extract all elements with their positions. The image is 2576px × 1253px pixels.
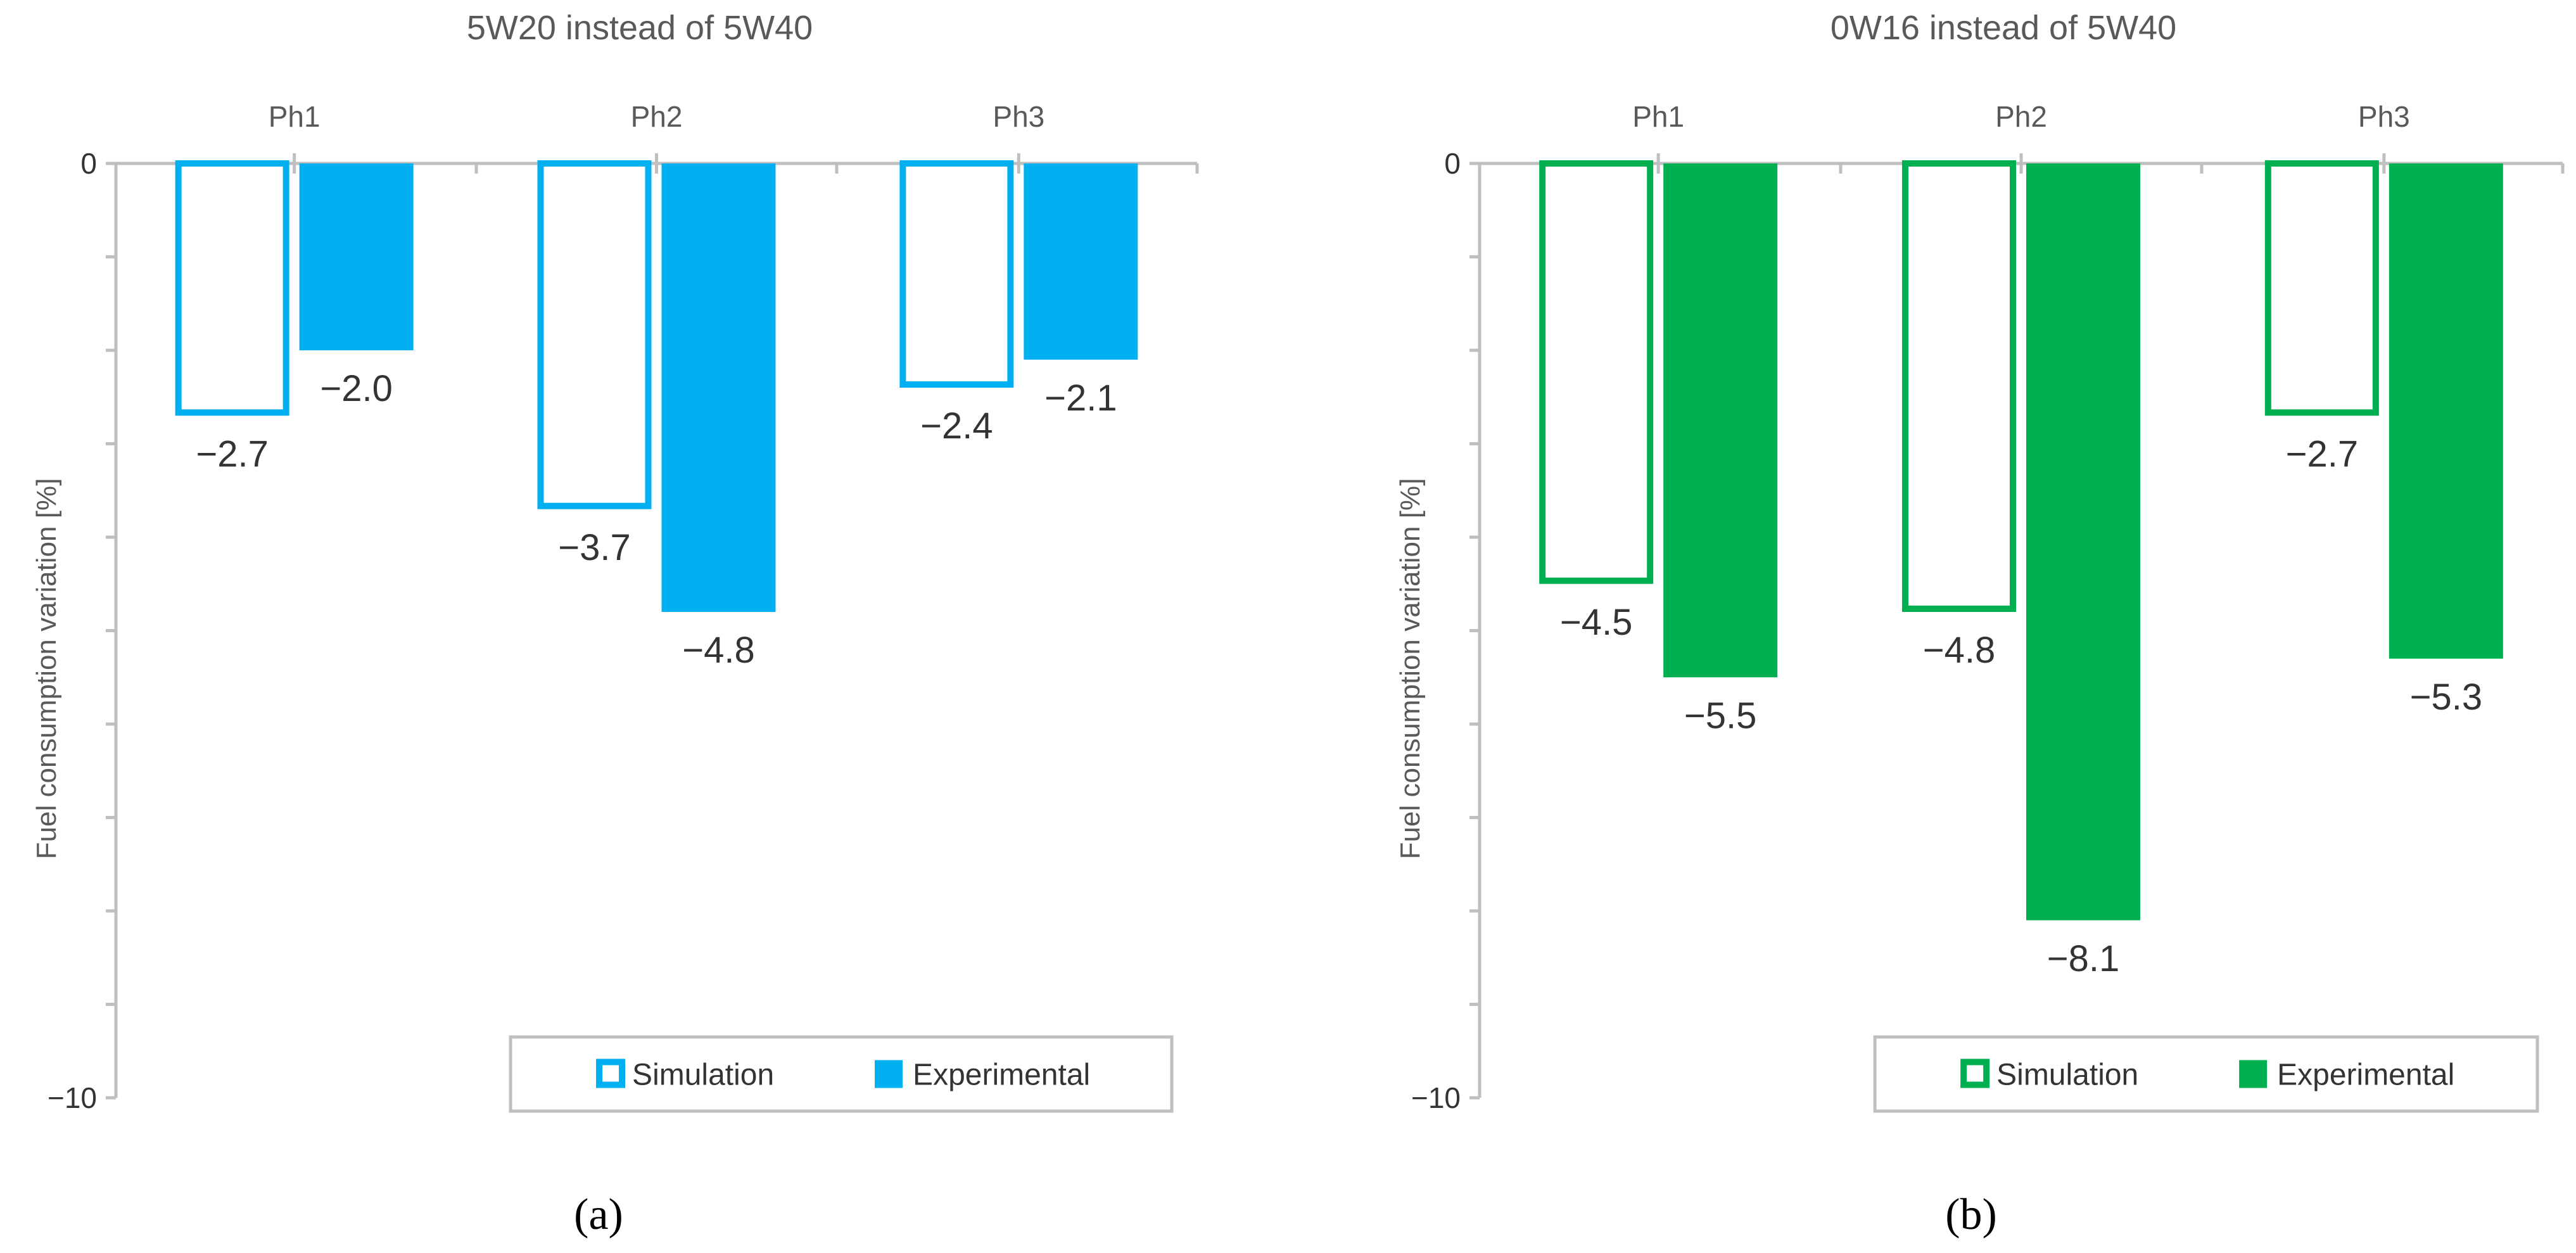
- bar-experimental: [661, 163, 776, 612]
- legend-swatch-simulation: [1960, 1059, 1990, 1088]
- data-label: −4.8: [1923, 630, 1996, 671]
- legend-label-simulation: Simulation: [1996, 1059, 2138, 1092]
- y-axis-label: Fuel consumption variation [%]: [31, 478, 62, 860]
- category-label: Ph1: [1632, 100, 1684, 133]
- data-label: −5.5: [1684, 695, 1757, 736]
- y-tick-label-top: 0: [1444, 147, 1461, 180]
- bar-simulation: [1902, 160, 2016, 612]
- bar-simulation: [2264, 160, 2379, 416]
- legend-swatch-simulation: [596, 1059, 626, 1088]
- y-tick-label-bottom: −10: [48, 1081, 97, 1114]
- bar-simulation: [537, 160, 652, 509]
- data-label: −2.7: [2286, 433, 2359, 474]
- category-label: Ph2: [1995, 100, 2047, 133]
- data-label: −4.8: [682, 630, 755, 671]
- bar-simulation: [1539, 160, 1654, 584]
- data-label: −3.7: [558, 527, 631, 568]
- data-label: −2.1: [1044, 378, 1117, 419]
- legend-label-experimental: Experimental: [913, 1059, 1090, 1092]
- y-tick-label-top: 0: [80, 147, 97, 180]
- bar-experimental: [299, 163, 414, 350]
- panel-sub-label: (b): [1945, 1190, 1997, 1239]
- data-label: −2.4: [920, 405, 993, 447]
- bar-experimental: [1663, 163, 1778, 678]
- chart-panel-b: 0W16 instead of 5W40 0 −10 Fuel consumption…: [1395, 9, 2565, 1239]
- bar-experimental: [1024, 163, 1138, 360]
- data-label: −8.1: [2047, 938, 2120, 979]
- panel-sub-label: (a): [574, 1190, 623, 1239]
- legend-label-experimental: Experimental: [2277, 1059, 2454, 1092]
- legend-label-simulation: Simulation: [632, 1059, 774, 1092]
- chart-title: 0W16 instead of 5W40: [1830, 9, 2176, 47]
- y-tick-label-bottom: −10: [1411, 1081, 1461, 1114]
- data-label: −2.7: [196, 433, 269, 474]
- data-label: −4.5: [1560, 602, 1633, 643]
- data-label: −2.0: [320, 368, 393, 409]
- data-label: −5.3: [2410, 677, 2483, 718]
- category-label: Ph2: [631, 100, 683, 133]
- y-axis-label: Fuel consumption variation [%]: [1395, 478, 1426, 860]
- category-label: Ph1: [269, 100, 320, 133]
- bar-simulation: [175, 160, 289, 416]
- chart-title: 5W20 instead of 5W40: [467, 9, 813, 47]
- bar-simulation: [899, 160, 1014, 388]
- bar-experimental: [2026, 163, 2140, 920]
- legend-swatch-experimental: [2239, 1060, 2268, 1088]
- chart-panel-a: 5W20 instead of 5W40 0 −10 Fuel consumption…: [31, 9, 1199, 1239]
- category-label: Ph3: [2358, 100, 2410, 133]
- category-label: Ph3: [993, 100, 1044, 133]
- bar-experimental: [2389, 163, 2503, 659]
- legend-swatch-experimental: [875, 1060, 903, 1088]
